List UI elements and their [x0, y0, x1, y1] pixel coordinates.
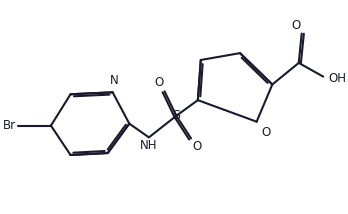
Text: O: O [192, 140, 201, 153]
Text: OH: OH [328, 72, 346, 85]
Text: S: S [172, 109, 180, 122]
Text: O: O [262, 126, 271, 139]
Text: O: O [154, 76, 163, 89]
Text: O: O [291, 19, 300, 32]
Text: N: N [110, 74, 119, 87]
Text: Br: Br [2, 119, 16, 132]
Text: NH: NH [140, 139, 158, 152]
